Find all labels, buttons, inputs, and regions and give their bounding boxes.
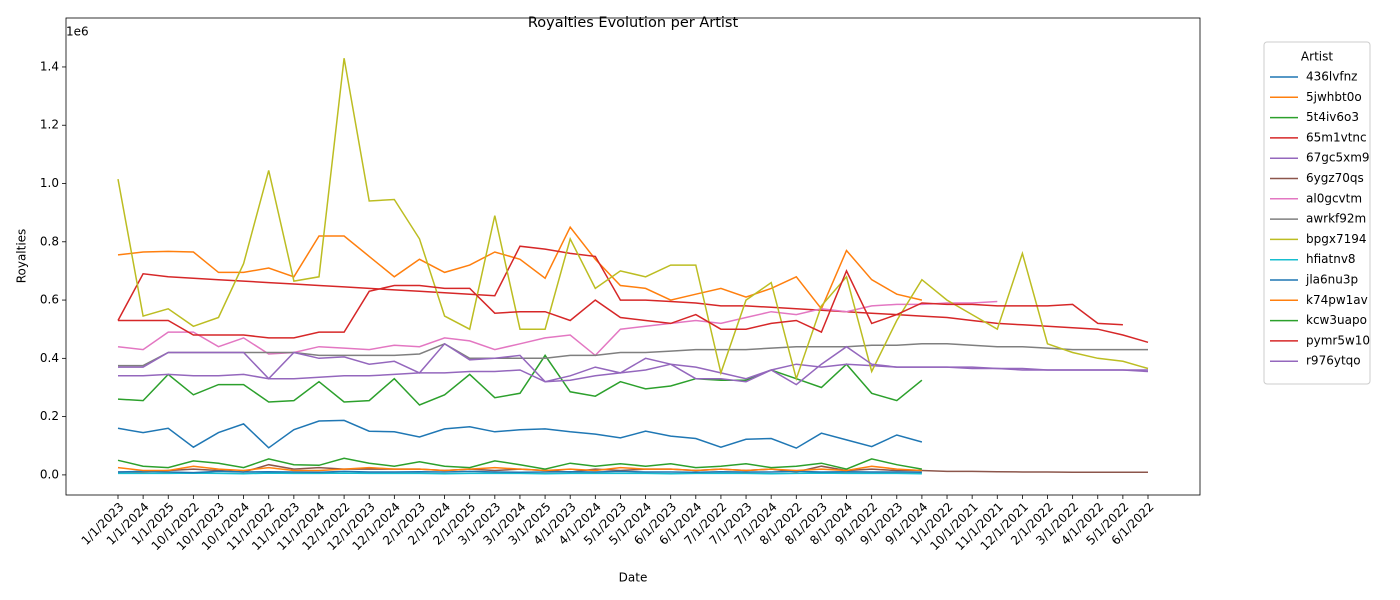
legend-label: r976ytqo — [1306, 354, 1361, 368]
series-line — [118, 363, 1148, 383]
series-line — [117, 419, 923, 449]
series-line — [117, 225, 923, 311]
series-line — [118, 342, 1148, 367]
series-line — [117, 354, 923, 406]
legend-label: bpgx7194 — [1306, 232, 1367, 246]
series-line — [117, 245, 1149, 344]
legend-label: 5jwhbt0o — [1306, 90, 1362, 104]
y-tick-label: 1.0 — [40, 176, 59, 190]
x-axis-label: Date — [619, 571, 648, 585]
legend-label: 6ygz70qs — [1306, 171, 1364, 185]
y-tick-label: 1.2 — [40, 118, 59, 132]
y-tick-label: 0.8 — [40, 234, 59, 248]
series-line — [118, 472, 922, 475]
legend-box — [1263, 41, 1371, 385]
series-line — [118, 269, 1123, 339]
y-tick-label: 0.0 — [40, 467, 59, 481]
legend-label: pymr5w10 — [1306, 333, 1370, 347]
plot-area — [117, 58, 1149, 475]
legend-label: 67gc5xm9 — [1306, 151, 1370, 165]
series-line — [117, 470, 922, 474]
series-line — [118, 463, 1148, 474]
y-tick-label: 0.6 — [40, 293, 59, 307]
legend-label: al0gcvtm — [1306, 191, 1362, 205]
legend-label: hfiatnv8 — [1306, 252, 1356, 266]
series-line — [117, 457, 923, 470]
legend-label: 436lvfnz — [1306, 70, 1357, 84]
legend-label: 65m1vtnc — [1306, 130, 1367, 144]
y-tick-label: 1.4 — [40, 59, 59, 73]
y-axis-label: Royalties — [15, 229, 29, 284]
y-tick-label: 0.2 — [40, 409, 59, 423]
axes-frame — [65, 17, 1201, 496]
y-scale-label: 1e6 — [66, 25, 89, 39]
legend-label: jla6nu3p — [1305, 273, 1358, 287]
y-tick-label: 0.4 — [40, 351, 59, 365]
legend-label: awrkf92m — [1306, 212, 1366, 226]
legend-title: Artist — [1301, 50, 1333, 64]
legend-label: k74pw1av — [1306, 293, 1368, 307]
chart-title: Royalties Evolution per Artist — [528, 15, 739, 31]
series-line — [118, 342, 1149, 386]
legend-label: 5t4iv6o3 — [1306, 110, 1359, 124]
series-line — [117, 58, 1149, 382]
series-line — [117, 300, 998, 357]
series-line — [117, 465, 922, 472]
legend-label: kcw3uapo — [1306, 313, 1367, 327]
